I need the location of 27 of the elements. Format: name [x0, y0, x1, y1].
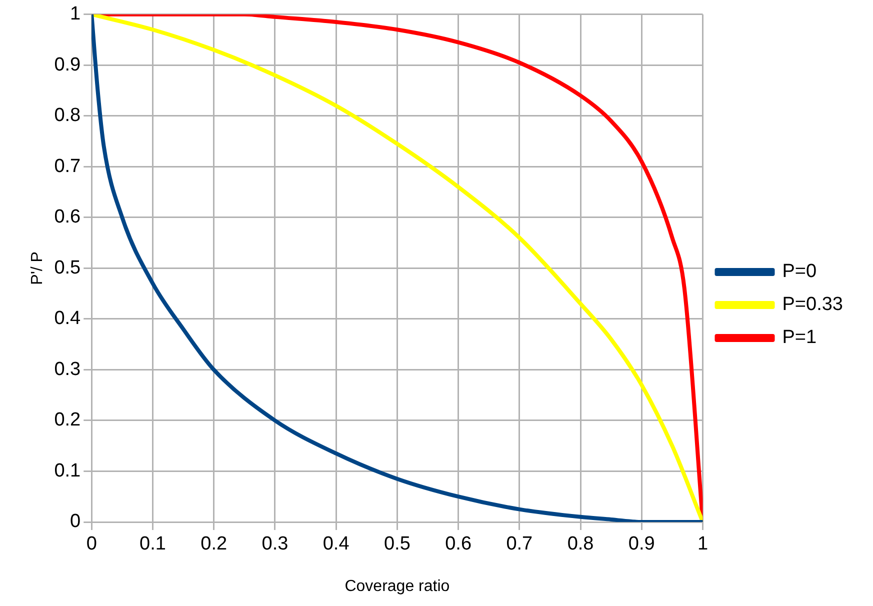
- x-tick-label: 0.4: [322, 534, 350, 555]
- x-tick-label: 0.6: [445, 534, 472, 555]
- y-tick-label: 0.5: [54, 257, 81, 278]
- x-tick-label: 0.3: [262, 534, 288, 555]
- x-tick-label: 1: [697, 534, 708, 555]
- y-tick-label: 0.1: [54, 460, 81, 482]
- x-tick-label: 0.9: [628, 534, 655, 555]
- y-tick-label: 0.8: [54, 105, 81, 126]
- legend-label: P=0: [782, 261, 817, 282]
- y-tick-label: 1: [70, 4, 81, 25]
- x-tick-label: 0.1: [140, 534, 166, 555]
- y-tick-label: 0: [70, 511, 81, 532]
- y-tick-label: 0.3: [54, 358, 81, 380]
- y-tick-label: 0.7: [54, 156, 81, 177]
- x-axis-title: Coverage ratio: [344, 578, 450, 595]
- x-tick-label: 0.8: [567, 534, 594, 555]
- x-tick-label: 0.5: [384, 534, 410, 555]
- y-tick-label: 0.6: [54, 206, 81, 228]
- x-tick-label: 0.7: [506, 534, 533, 555]
- y-axis-title: P'/ P: [29, 252, 46, 285]
- y-tick-label: 0.2: [54, 410, 81, 431]
- legend-label: P=0.33: [782, 294, 843, 316]
- x-tick-label: 0.2: [200, 534, 228, 555]
- y-tick-label: 0.9: [54, 54, 81, 76]
- y-tick-label: 0.4: [54, 308, 82, 330]
- x-tick-label: 0: [86, 534, 97, 555]
- legend-label: P=1: [782, 327, 817, 348]
